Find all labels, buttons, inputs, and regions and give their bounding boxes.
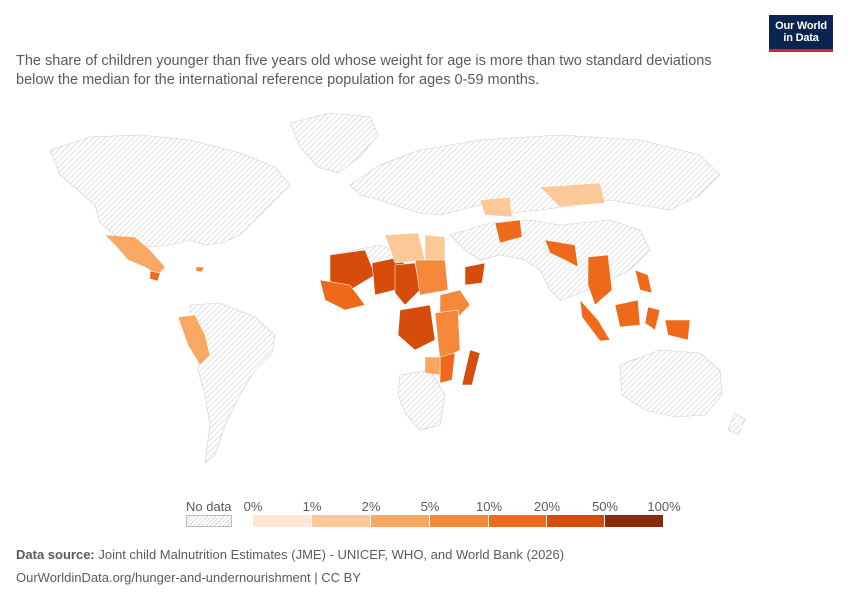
legend-tick-4: 10% — [475, 499, 503, 514]
region-borneo — [614, 299, 641, 328]
region-madagascar — [461, 349, 481, 386]
region-mozambique — [439, 352, 456, 384]
world-map[interactable] — [0, 95, 850, 495]
region-mali — [329, 249, 376, 291]
legend-tick-7: 100% — [647, 499, 681, 514]
legend-bin-3[interactable] — [430, 515, 489, 527]
region-mongolia — [539, 182, 606, 208]
legend-bin-0[interactable] — [253, 515, 312, 527]
region-afghanistan — [494, 219, 523, 244]
legend-tick-3: 5% — [420, 499, 440, 514]
region-bangladesh — [544, 239, 579, 268]
region-egypt — [424, 234, 446, 261]
chart-subtitle: The share of children younger than five … — [16, 53, 712, 88]
footer-url[interactable]: OurWorldinData.org/hunger-and-undernouri… — [16, 570, 361, 585]
region-haiti — [195, 266, 205, 273]
legend-tick-5: 20% — [533, 499, 561, 514]
legend-bin-1[interactable] — [312, 515, 371, 527]
legend-tick-2: 2% — [361, 499, 381, 514]
logo-line-2: in Data — [783, 32, 819, 44]
region-chad — [394, 262, 421, 306]
owid-logo[interactable]: Our World in Data — [769, 15, 833, 52]
data-source-text[interactable]: Joint child Malnutrition Estimates (JME)… — [94, 547, 565, 562]
legend-bin-6[interactable] — [605, 515, 664, 527]
legend-tick-0: 0% — [243, 499, 263, 514]
no-data-land — [49, 112, 746, 464]
legend-bin-2[interactable] — [371, 515, 430, 527]
region-philippines — [634, 269, 653, 294]
logo-line-1: Our World — [775, 20, 827, 32]
data-regions — [104, 182, 691, 386]
legend: No data 0% 1% 2% 5% 10% 20% 50% 100% — [0, 495, 850, 535]
region-sudan — [414, 259, 449, 296]
region-mainland-se-asia — [587, 254, 613, 306]
region-central-asia — [479, 196, 513, 218]
legend-bin-4[interactable] — [489, 515, 547, 527]
region-zimbabwe — [424, 356, 441, 376]
legend-tick-6: 50% — [591, 499, 619, 514]
region-sulawesi — [644, 306, 661, 331]
legend-bin-5[interactable] — [547, 515, 605, 527]
data-source-label: Data source: — [16, 547, 95, 562]
legend-no-data-swatch — [186, 515, 232, 527]
legend-no-data-label: No data — [186, 499, 232, 514]
region-papua — [664, 319, 691, 341]
region-sumatra — [579, 299, 611, 342]
region-guatemala — [149, 270, 161, 282]
region-east-africa — [434, 309, 461, 361]
region-peru — [177, 314, 211, 366]
legend-tick-1: 1% — [302, 499, 322, 514]
region-yemen — [464, 262, 486, 286]
data-source: Data source: Joint child Malnutrition Es… — [16, 547, 564, 562]
region-west-africa — [319, 279, 366, 311]
region-dr-congo — [397, 304, 436, 351]
